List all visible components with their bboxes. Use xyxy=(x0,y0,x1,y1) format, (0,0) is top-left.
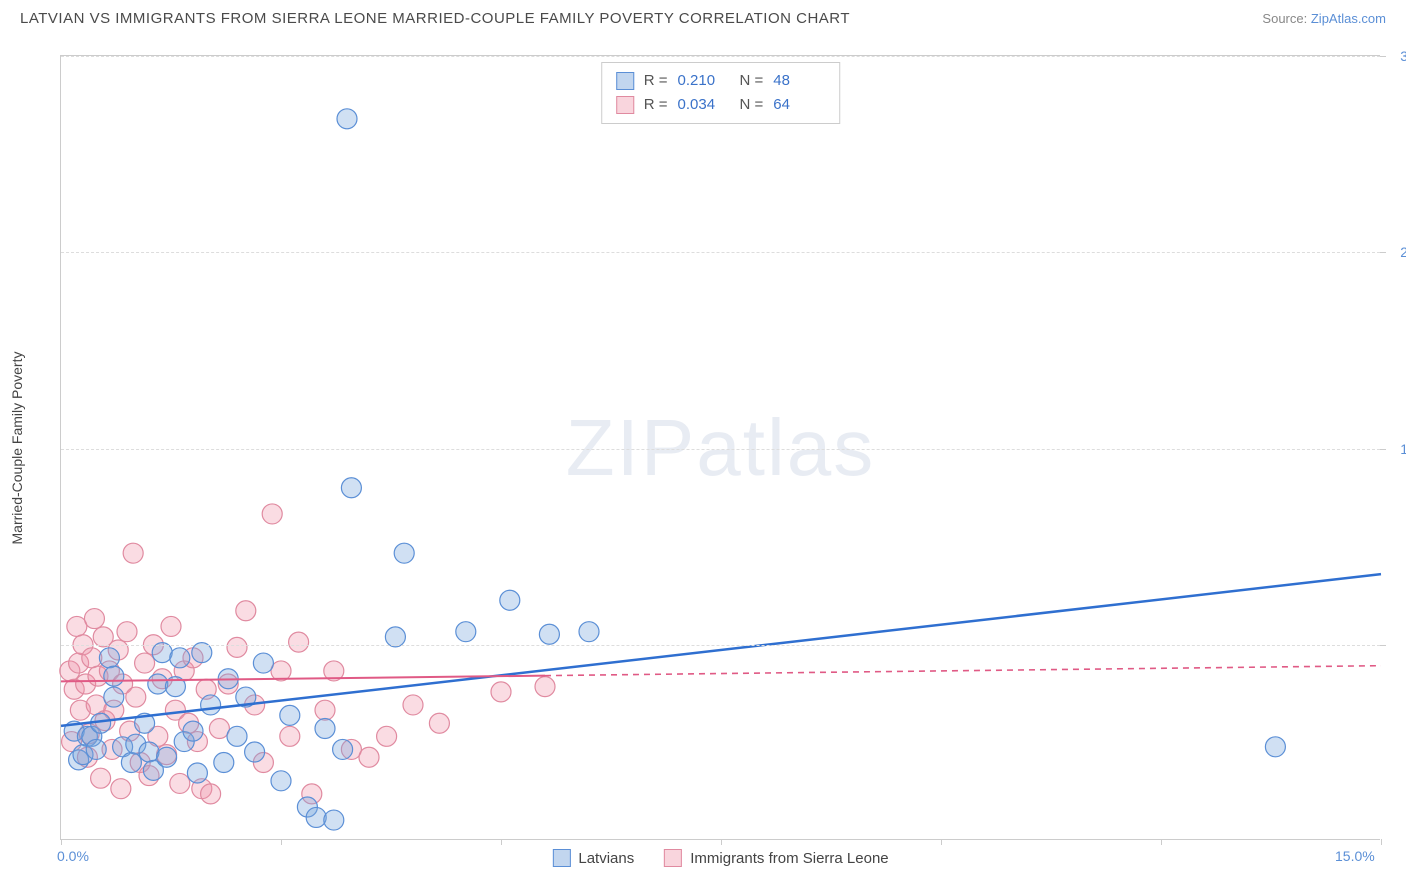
data-point xyxy=(209,718,229,738)
source-link[interactable]: ZipAtlas.com xyxy=(1311,11,1386,26)
data-point xyxy=(227,726,247,746)
data-point xyxy=(394,543,414,563)
data-point xyxy=(280,726,300,746)
y-tick-mark xyxy=(1380,645,1386,646)
data-point xyxy=(84,609,104,629)
data-point xyxy=(280,705,300,725)
chart-title: LATVIAN VS IMMIGRANTS FROM SIERRA LEONE … xyxy=(20,10,850,27)
scatter-svg xyxy=(61,56,1380,839)
data-point xyxy=(161,616,181,636)
data-point xyxy=(491,682,511,702)
data-point xyxy=(262,504,282,524)
x-tick-mark xyxy=(941,839,942,845)
gridline xyxy=(61,252,1380,253)
data-point xyxy=(201,695,221,715)
y-tick-label: 22.5% xyxy=(1400,244,1406,260)
data-point xyxy=(170,648,190,668)
chart-plot-area: Married-Couple Family Poverty ZIPatlas R… xyxy=(60,55,1380,840)
data-point xyxy=(214,753,234,773)
data-point xyxy=(157,747,177,767)
data-point xyxy=(456,622,476,642)
gridline xyxy=(61,645,1380,646)
data-point xyxy=(236,601,256,621)
data-point xyxy=(245,742,265,762)
source-attribution: Source: ZipAtlas.com xyxy=(1262,11,1386,26)
x-tick-label: 0.0% xyxy=(57,848,89,864)
data-point xyxy=(183,721,203,741)
data-point xyxy=(271,771,291,791)
trend-line xyxy=(61,574,1381,726)
y-tick-mark xyxy=(1380,56,1386,57)
trend-line-dashed xyxy=(545,666,1381,676)
data-point xyxy=(535,677,555,697)
data-point xyxy=(500,590,520,610)
data-point xyxy=(148,674,168,694)
data-point xyxy=(341,478,361,498)
data-point xyxy=(86,739,106,759)
data-point xyxy=(104,666,124,686)
legend-item-blue: Latvians xyxy=(552,849,634,867)
data-point xyxy=(104,687,124,707)
data-point xyxy=(135,653,155,673)
data-point xyxy=(337,109,357,129)
swatch-pink-icon xyxy=(664,849,682,867)
data-point xyxy=(253,653,273,673)
data-point xyxy=(121,753,141,773)
data-point xyxy=(289,632,309,652)
y-tick-label: 15.0% xyxy=(1400,441,1406,457)
swatch-blue-icon xyxy=(552,849,570,867)
data-point xyxy=(359,747,379,767)
data-point xyxy=(117,622,137,642)
data-point xyxy=(139,742,159,762)
y-axis-label: Married-Couple Family Poverty xyxy=(9,351,25,544)
x-tick-mark xyxy=(281,839,282,845)
data-point xyxy=(429,713,449,733)
x-tick-mark xyxy=(721,839,722,845)
data-point xyxy=(306,807,326,827)
data-point xyxy=(227,637,247,657)
x-tick-mark xyxy=(1381,839,1382,845)
data-point xyxy=(170,773,190,793)
x-tick-label: 15.0% xyxy=(1335,848,1375,864)
data-point xyxy=(187,763,207,783)
data-point xyxy=(99,648,119,668)
gridline xyxy=(61,449,1380,450)
data-point xyxy=(1265,737,1285,757)
legend-item-pink: Immigrants from Sierra Leone xyxy=(664,849,888,867)
source-label: Source: xyxy=(1262,11,1307,26)
data-point xyxy=(579,622,599,642)
data-point xyxy=(315,718,335,738)
data-point xyxy=(201,784,221,804)
gridline xyxy=(61,56,1380,57)
y-tick-mark xyxy=(1380,449,1386,450)
data-point xyxy=(377,726,397,746)
data-point xyxy=(67,616,87,636)
data-point xyxy=(123,543,143,563)
data-point xyxy=(324,810,344,830)
x-tick-mark xyxy=(1161,839,1162,845)
data-point xyxy=(111,779,131,799)
data-point xyxy=(333,739,353,759)
x-tick-mark xyxy=(61,839,62,845)
y-tick-mark xyxy=(1380,252,1386,253)
data-point xyxy=(315,700,335,720)
data-point xyxy=(539,624,559,644)
data-point xyxy=(91,768,111,788)
series-legend: Latvians Immigrants from Sierra Leone xyxy=(552,849,888,867)
data-point xyxy=(403,695,423,715)
y-tick-label: 30.0% xyxy=(1400,48,1406,64)
legend-label-blue: Latvians xyxy=(578,850,634,867)
data-point xyxy=(126,687,146,707)
legend-label-pink: Immigrants from Sierra Leone xyxy=(690,850,888,867)
x-tick-mark xyxy=(501,839,502,845)
